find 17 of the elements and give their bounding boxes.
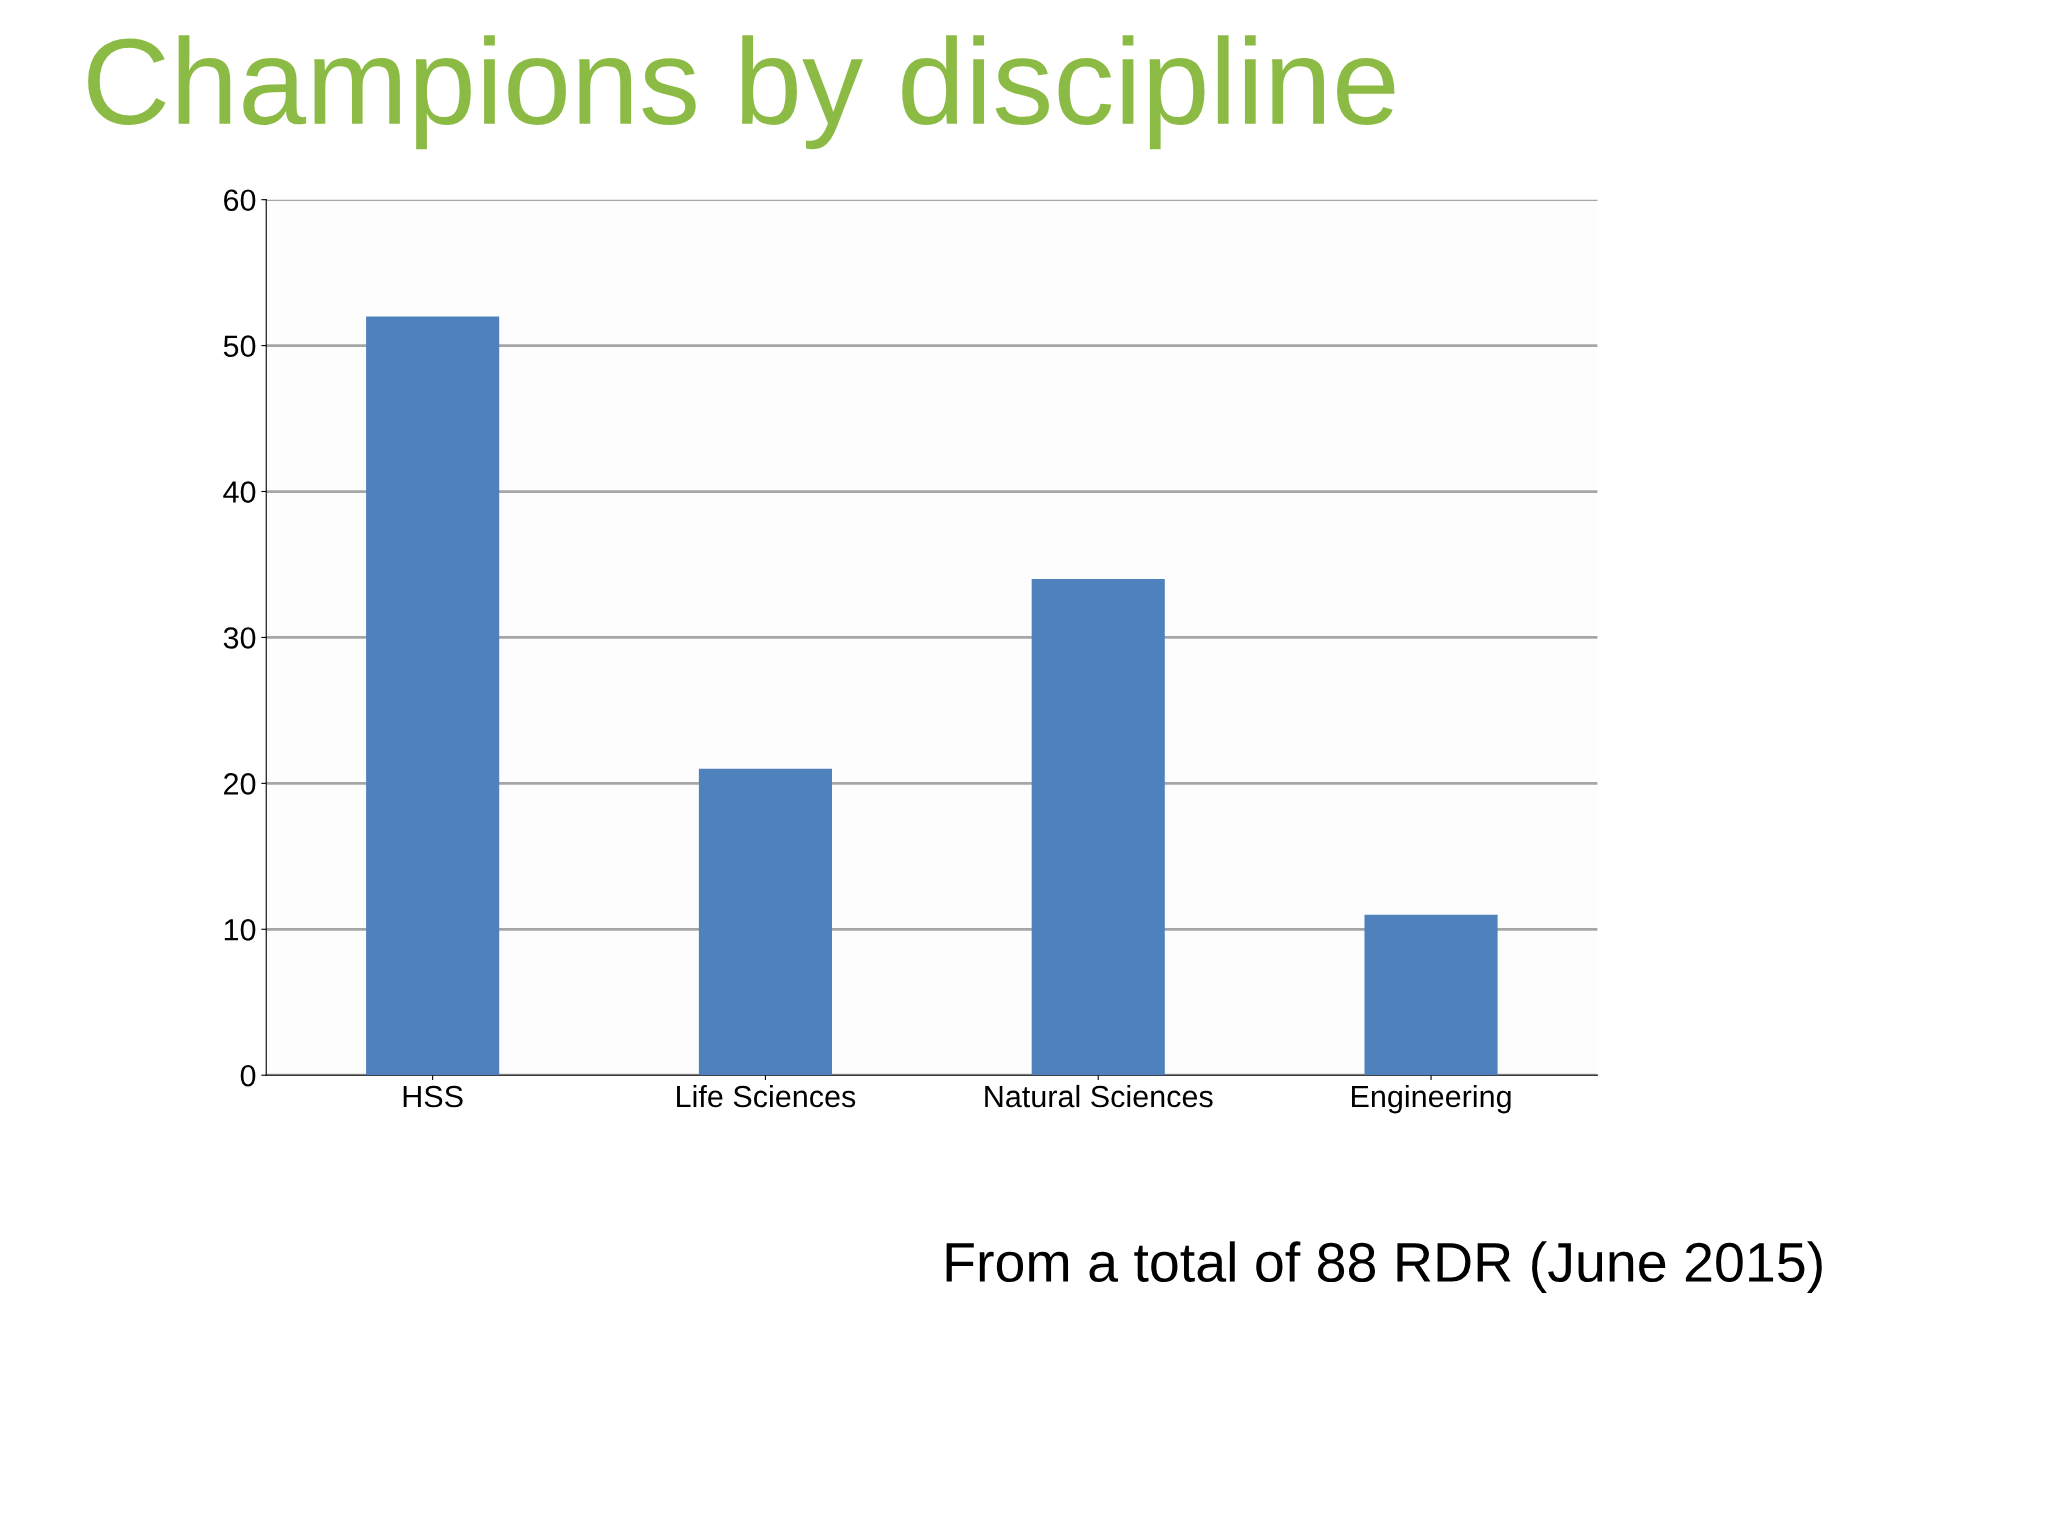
bar	[366, 316, 500, 1076]
y-tick-label: 10	[224, 919, 256, 941]
bar	[1031, 579, 1165, 1076]
y-tick-label: 40	[223, 481, 256, 503]
y-tick-label: 20	[224, 773, 256, 795]
bar	[1364, 914, 1498, 1076]
chart-title: Champions by discipline	[88, 35, 1395, 150]
x-tick-label: Life Sciences	[677, 1084, 856, 1108]
y-tick-label: 60	[224, 189, 256, 212]
y-tick-label: 30	[223, 627, 256, 649]
bar	[698, 768, 832, 1076]
text: From a total of 88 RDR (June 2015)	[946, 1241, 1822, 1294]
y-tick-label: 50	[223, 335, 256, 357]
x-tick-label: Engineering	[1352, 1084, 1511, 1114]
x-tick-label: HSS	[403, 1085, 463, 1108]
y-tick-label: 0	[240, 1064, 256, 1087]
x-tick-label: Natural Sciences	[985, 1084, 1213, 1108]
